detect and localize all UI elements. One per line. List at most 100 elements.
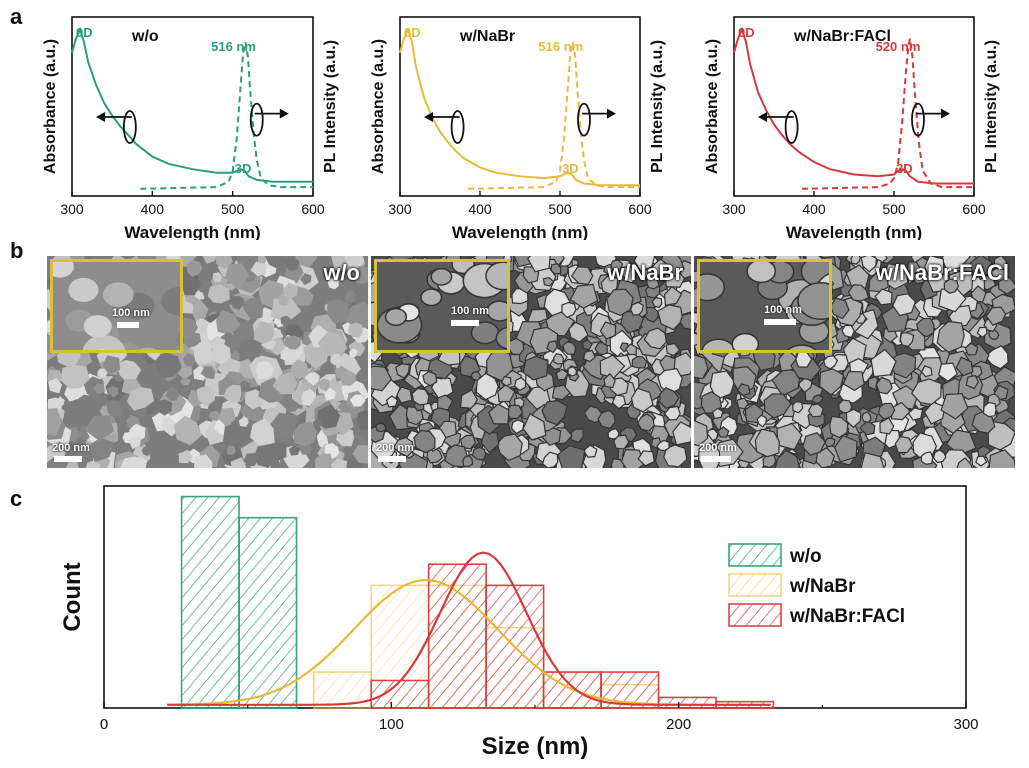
sem-grain (879, 417, 895, 435)
sem-grain (348, 322, 363, 338)
sem-grain (277, 293, 289, 306)
sem-grain (178, 451, 193, 464)
sem-grain (625, 343, 637, 356)
sem-grain (218, 407, 236, 427)
sem-grain (230, 457, 247, 468)
sem-grain (326, 299, 351, 324)
pl-curve (140, 41, 313, 190)
histogram-bar (238, 516, 298, 709)
sem-grain (663, 444, 688, 468)
sem-grain (892, 293, 917, 317)
sem-grain (990, 267, 1008, 283)
sem-grain (711, 407, 724, 420)
sem-grain (899, 332, 915, 348)
sem-grain (324, 387, 337, 401)
x-tick-label: 400 (141, 201, 165, 217)
sem-grain (567, 366, 577, 377)
sem-grain (599, 354, 626, 379)
pl-axis-arrowhead (279, 108, 289, 119)
sem-grain (562, 341, 577, 355)
sem-grain (462, 455, 474, 468)
sem-grain (226, 445, 236, 456)
label-0d: 0D (404, 25, 421, 40)
sem-grain (582, 349, 596, 363)
sem-grain (207, 284, 230, 304)
sem-grain (349, 348, 358, 359)
sem-grain (941, 256, 971, 273)
inset-grain (485, 262, 507, 291)
sem-grain (285, 256, 300, 272)
sem-grain (422, 370, 438, 387)
sem-grain (694, 354, 709, 380)
legend: w/o w/NaBr w/NaBr:FACl (728, 543, 905, 627)
sem-grain (194, 454, 213, 468)
sem-grain (97, 368, 108, 379)
y-axis-label: Count (59, 562, 86, 631)
sem-grain (860, 256, 878, 273)
inset-grain (797, 282, 829, 321)
sem-grain (923, 256, 945, 280)
sem-grain (48, 378, 62, 394)
sem-grain (270, 412, 300, 440)
inset-scale-label: 100 nm (451, 305, 489, 317)
x-tick-label: 300 (722, 201, 746, 217)
sem-grain (736, 383, 751, 397)
sem-grain (679, 312, 691, 330)
x-tick-label: 600 (301, 201, 325, 217)
sem-grain (597, 409, 616, 430)
inset-scale-bar (117, 322, 139, 328)
inset-grain (176, 332, 180, 348)
sem-grain (570, 266, 594, 286)
sem-grain (84, 415, 114, 442)
sem-grain (541, 451, 559, 468)
sem-grain (270, 460, 281, 468)
main-scale-bar (701, 456, 731, 462)
sem-grain (126, 387, 155, 411)
absorbance-axis-arrowhead (424, 112, 433, 123)
sem-grain (301, 388, 317, 406)
y-axis-label-right: PL Intensity (a.u.) (983, 40, 1000, 173)
sem-grain (830, 297, 850, 320)
y-axis-label-left: Absorbance (a.u.) (42, 39, 59, 174)
inset-grain (53, 262, 74, 278)
sem-grain (870, 348, 897, 378)
legend-label: w/NaBr:FACl (789, 606, 905, 627)
sem-grain (659, 386, 680, 409)
pl-peak-label: 516 nm (538, 39, 583, 54)
sem-grain (250, 418, 275, 446)
y-axis-label-left: Absorbance (a.u.) (704, 39, 721, 174)
sem-grain (672, 421, 691, 446)
sem-grain (956, 457, 973, 468)
sem-grain (264, 256, 287, 269)
legend-swatch (728, 573, 782, 597)
inset-grain (68, 277, 99, 302)
sem-grain (824, 437, 836, 448)
sem-grain (620, 448, 646, 468)
inset-scale-bar (764, 319, 796, 325)
sem-grain (344, 290, 357, 303)
sem-grain (920, 365, 933, 378)
y-axis-label-left: Absorbance (a.u.) (370, 39, 387, 174)
inset-grain (700, 273, 726, 302)
sem-grain (610, 458, 625, 468)
sem-grain (471, 446, 487, 461)
sem-grain (555, 368, 569, 381)
absorbance-curve (71, 26, 313, 183)
sem-grain (340, 370, 356, 386)
sem-grain (582, 339, 593, 351)
y-axis-label-right: PL Intensity (a.u.) (649, 40, 666, 173)
pl-axis-arrowhead (607, 108, 616, 119)
sem-grain (290, 359, 309, 380)
sem-grain (56, 396, 65, 407)
legend-swatch (728, 603, 782, 627)
sem-grain (294, 256, 318, 268)
sem-grain (637, 450, 655, 467)
sem-grain (385, 395, 399, 408)
sem-grain (255, 361, 274, 379)
sem-inset-nabr-facl (697, 259, 832, 353)
sem-grain (637, 413, 655, 432)
sem-grain (541, 399, 568, 426)
sem-grain (938, 362, 959, 382)
sem-grain (774, 449, 800, 468)
spectrum-panel-2: 300 400 500 600 Wavelength (nm) Absorbance (a… (704, 16, 1000, 240)
